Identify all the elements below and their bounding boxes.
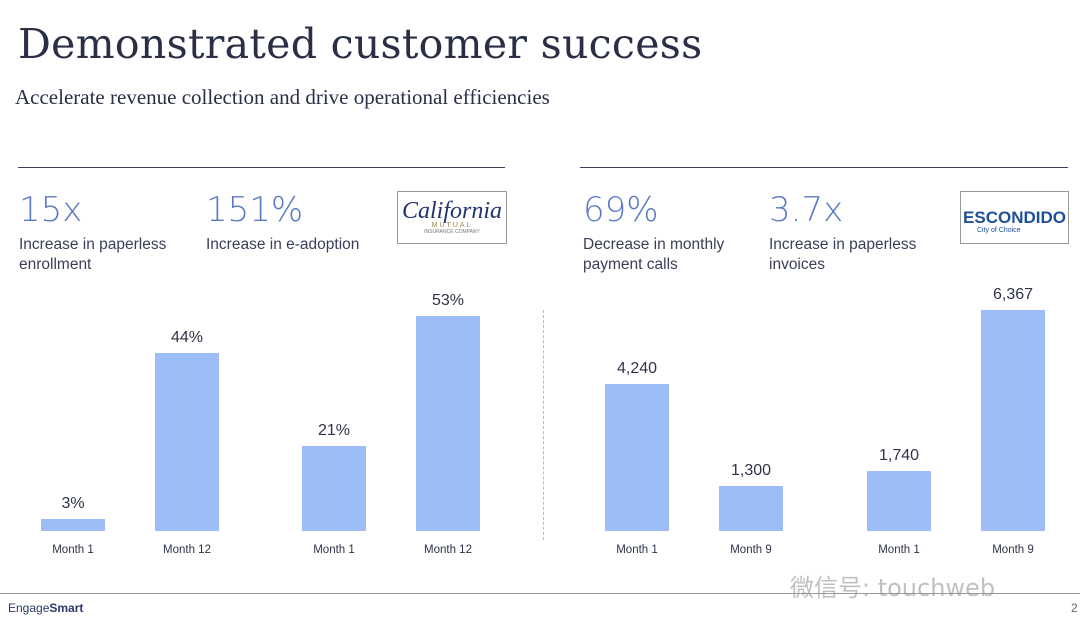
- bar: [719, 485, 783, 531]
- right-divider-rule: [580, 167, 1068, 168]
- chart-divider: [543, 310, 544, 540]
- engagesmart-logo: EngageSmart: [8, 601, 83, 615]
- page-number: 2: [1071, 601, 1078, 615]
- footer-rule: [0, 593, 1080, 594]
- logo-subtext: INSURANCE COMPANY: [424, 229, 480, 235]
- logo-text: ESCONDIDO: [963, 208, 1066, 227]
- logo-subtext: MUTUAL: [431, 222, 473, 229]
- data-label: 6,367: [992, 286, 1034, 304]
- data-label: 1,300: [730, 461, 772, 479]
- logo-text: California: [401, 198, 503, 224]
- category-label: Month 9: [730, 544, 772, 556]
- data-label: 44%: [170, 328, 204, 346]
- bar: [41, 518, 105, 531]
- stat-label: Decrease in monthly payment calls: [583, 236, 725, 273]
- category-label: Month 12: [163, 544, 211, 556]
- bar: [867, 470, 931, 531]
- category-label: Month 1: [878, 544, 920, 556]
- category-label: Month 9: [992, 544, 1034, 556]
- bar: [605, 383, 669, 531]
- category-label: Month 1: [616, 544, 658, 556]
- data-label: 53%: [431, 292, 465, 310]
- stat-label: Increase in e-adoption: [206, 236, 360, 253]
- stat-label: Increase in paperless invoices: [769, 236, 917, 273]
- bar: [302, 445, 366, 531]
- bar: [155, 352, 219, 531]
- bar: [981, 310, 1045, 531]
- stat-value: 69%: [583, 190, 659, 230]
- stat-value: 15x: [19, 190, 83, 230]
- page-subtitle: Accelerate revenue collection and drive …: [15, 85, 550, 109]
- page-title: Demonstrated customer success: [18, 20, 703, 68]
- data-label: 3%: [61, 494, 85, 512]
- bar: [416, 316, 480, 531]
- left-divider-rule: [18, 167, 505, 168]
- data-label: 1,740: [878, 446, 920, 464]
- data-label: 21%: [317, 421, 351, 439]
- data-label: 4,240: [616, 359, 658, 377]
- category-label: Month 12: [424, 544, 472, 556]
- stat-value: 151%: [206, 190, 304, 230]
- stat-label: Increase in paperless enrollment: [19, 236, 167, 273]
- stat-value: 3.7x: [769, 190, 844, 230]
- category-label: Month 1: [52, 544, 94, 556]
- brand-text: Smart: [49, 601, 84, 615]
- logo-subtext: City of Choice: [977, 227, 1021, 234]
- brand-text: Engage: [8, 601, 50, 615]
- escondido-logo: ESCONDIDO City of Choice: [960, 191, 1069, 244]
- california-mutual-logo: California MUTUAL INSURANCE COMPANY: [397, 191, 507, 244]
- watermark: 微信号: touchweb: [790, 574, 996, 602]
- category-label: Month 1: [313, 544, 355, 556]
